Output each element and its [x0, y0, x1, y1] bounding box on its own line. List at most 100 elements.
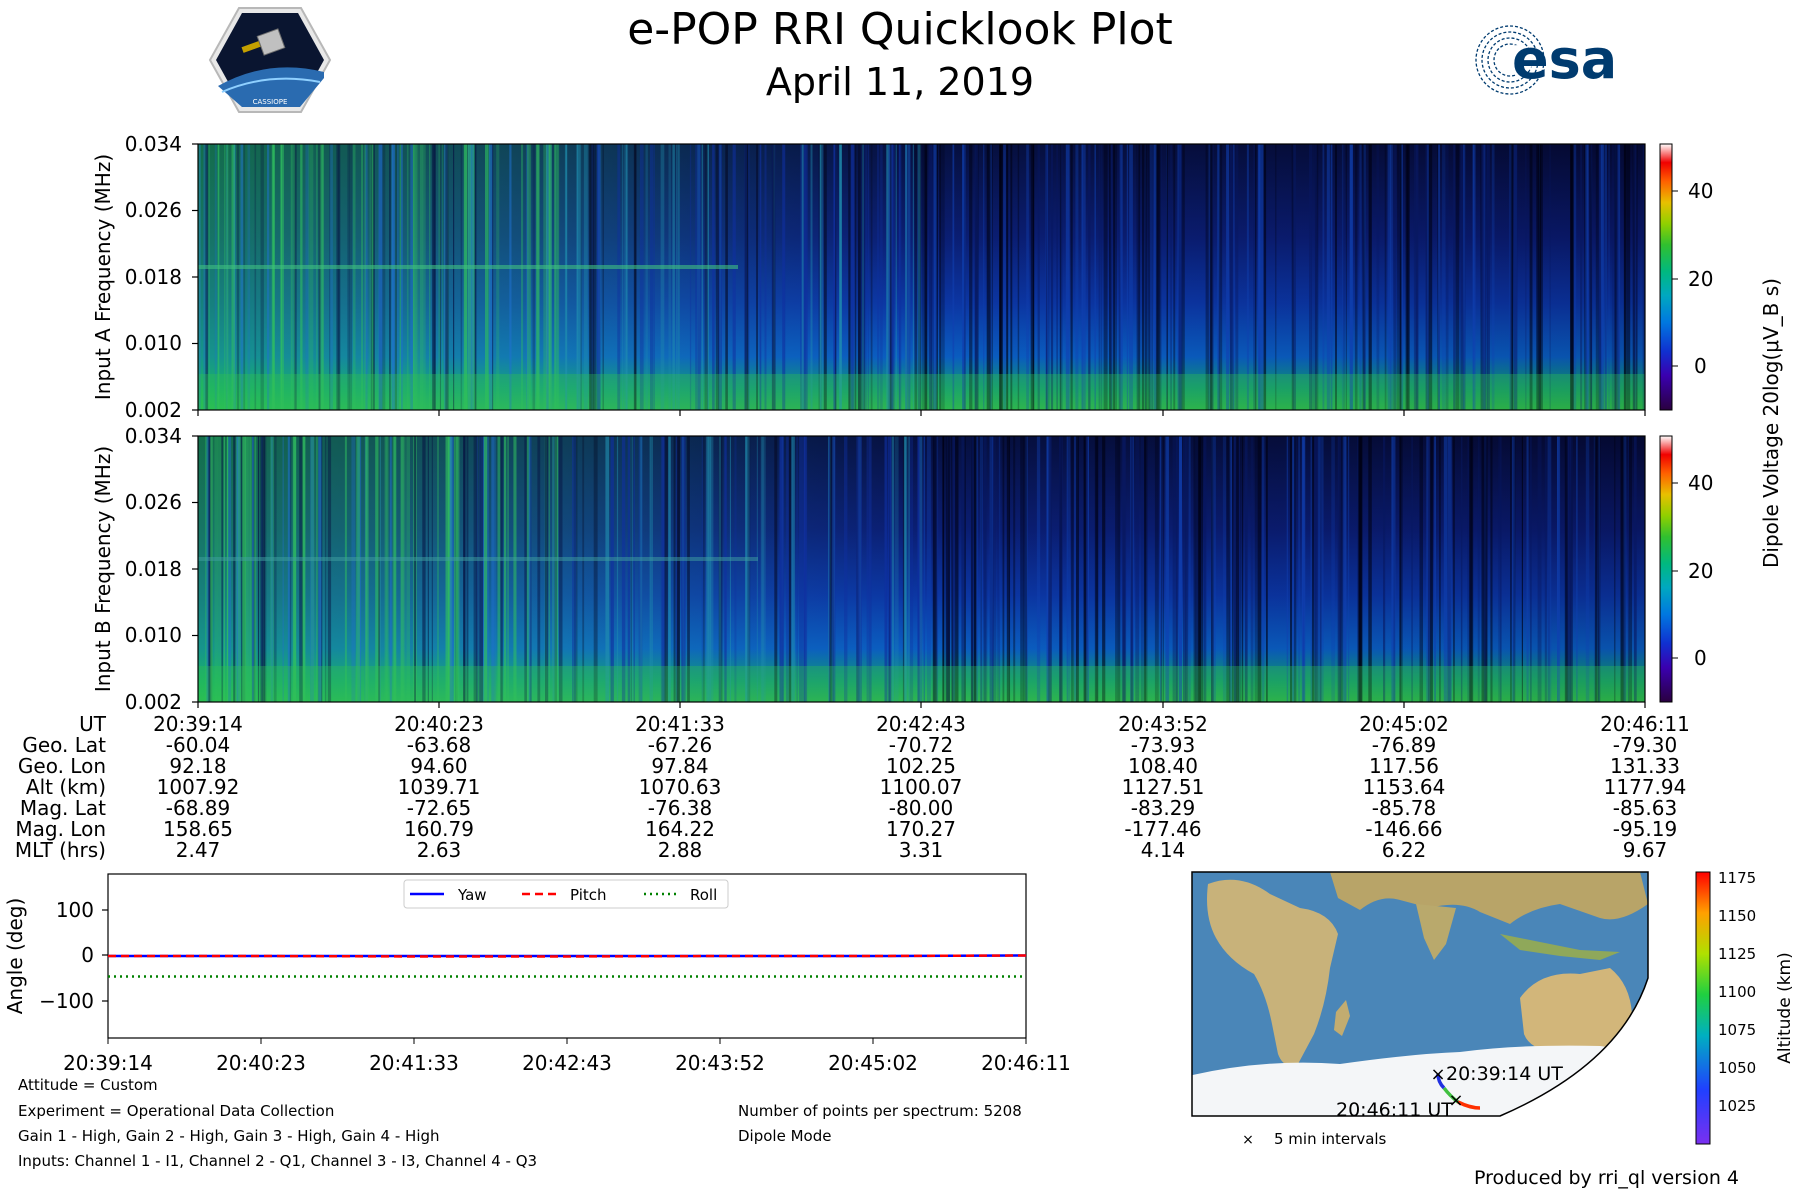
spectrogram-stripe	[1275, 144, 1277, 410]
spectrogram-stripe	[1557, 436, 1561, 702]
spectrogram-stripe	[660, 436, 665, 702]
spectrogram-stripe	[1460, 436, 1463, 702]
spectrogram-stripe	[1632, 144, 1635, 410]
ephemeris-value: -85.78	[1371, 796, 1437, 820]
spectrogram-stripe	[237, 436, 241, 702]
spectrogram-stripe	[1344, 436, 1347, 702]
spectrogram-stripe	[802, 144, 804, 410]
spectrogram-stripe	[529, 436, 532, 702]
esa-logo-text: esa	[1512, 28, 1617, 91]
spectrogram-stripe	[1484, 436, 1487, 702]
spectrogram-stripe	[980, 436, 983, 702]
spectrogram-stripe	[975, 144, 979, 410]
spectrogram-stripe	[432, 144, 436, 410]
spectrogram-stripe	[861, 144, 866, 410]
spectrogram-stripe	[1539, 144, 1543, 410]
spectrogram-stripe	[208, 144, 210, 410]
spectrogram-stripe	[923, 144, 928, 410]
spectrogram-stripe	[621, 436, 626, 702]
spectrogram-stripe	[955, 436, 959, 702]
cassiope-logo-text: CASSIOPE	[253, 98, 288, 106]
spectrogram-stripe	[903, 436, 907, 702]
spectrogram-stripe	[464, 144, 468, 410]
spectrogram-stripe	[1448, 436, 1452, 702]
spectrogram-stripe	[933, 144, 937, 410]
colorbar-tick: 1150	[1718, 907, 1756, 925]
spectrogram-stripe	[453, 144, 455, 410]
spectrogram-stripe	[299, 436, 303, 702]
ytick-label: 0.010	[125, 331, 182, 355]
colorbar-tick: 1050	[1718, 1059, 1756, 1077]
spectrogram-stripe	[1242, 436, 1244, 702]
spectrogram-stripe	[891, 436, 895, 702]
spectrogram-stripe	[468, 144, 472, 410]
spectrogram-stripe	[760, 436, 764, 702]
spectrogram-stripe	[1229, 144, 1233, 410]
spectrogram-stripe	[856, 436, 860, 702]
spectrogram-stripe	[746, 436, 750, 702]
spectrogram-stripe	[1363, 144, 1366, 410]
ephemeris-value: -177.46	[1124, 817, 1202, 841]
spectrogram-stripe	[593, 144, 597, 410]
spectrogram-stripe	[205, 436, 208, 702]
spectrogram-stripe	[1038, 144, 1040, 410]
spectrogram-stripe	[1623, 436, 1626, 702]
spectrogram-stripe	[1257, 436, 1262, 702]
spectrogram-stripe	[895, 144, 897, 410]
spectrogram-stripe	[1155, 144, 1159, 410]
spectrogram-stripe	[1207, 144, 1212, 410]
spectrogram-stripe	[1261, 436, 1265, 702]
spectrogram-stripe	[259, 436, 263, 702]
spectrogram-stripe	[639, 144, 644, 410]
spectrogram-stripe	[941, 144, 945, 410]
spectrogram-stripe	[932, 436, 937, 702]
xtick-label: 20:46:11	[981, 1051, 1071, 1075]
spectrogram-stripe	[1354, 144, 1358, 410]
spectrogram-stripe	[747, 436, 751, 702]
info-mode: Dipole Mode	[738, 1127, 832, 1145]
ytick-label: −100	[39, 989, 94, 1013]
spectrogram-stripe	[198, 144, 201, 410]
spectrogram-stripe	[835, 144, 837, 410]
spectrogram-stripe	[1066, 436, 1068, 702]
spectrogram-stripe	[664, 436, 668, 702]
spectrogram-stripe	[1233, 144, 1235, 410]
spectrogram-stripe	[1571, 436, 1573, 702]
spectrogram-low-band	[198, 374, 1645, 410]
spectrogram-stripe	[208, 436, 212, 702]
spectrogram-stripe	[1321, 436, 1324, 702]
spectrogram-stripe	[475, 436, 479, 702]
spectrogram-stripe	[962, 144, 966, 410]
ephemeris-value: 164.22	[645, 817, 715, 841]
spectrogram-stripe	[1314, 436, 1319, 702]
spectrogram-stripe	[791, 436, 794, 702]
spectrogram-stripe	[1598, 436, 1601, 702]
spectrogram-stripe	[1547, 436, 1550, 702]
spectrogram-stripe	[898, 144, 901, 410]
spectrogram-stripe	[394, 144, 397, 410]
spectrogram-stripe	[933, 436, 936, 702]
spectrogram-stripe	[1194, 436, 1199, 702]
spectrogram-stripe	[1605, 144, 1607, 410]
spectrogram-stripe	[1235, 436, 1239, 702]
spectrogram-stripe	[786, 436, 789, 702]
spectrogram-a-stripes	[198, 144, 1645, 410]
spectrogram-stripe	[857, 144, 861, 410]
xtick-label: 20:45:02	[828, 1051, 918, 1075]
spectrogram-stripe	[1235, 144, 1239, 410]
spectrogram-stripe	[302, 436, 306, 702]
spectrogram-stripe	[556, 436, 559, 702]
spectrogram-stripe	[1203, 436, 1207, 702]
spectrogram-stripe	[1616, 144, 1620, 410]
spectrogram-stripe	[695, 144, 698, 410]
map-land-india	[1416, 904, 1456, 960]
spectrogram-stripe	[207, 436, 212, 702]
spectrogram-stripe	[384, 436, 388, 702]
spectrogram-stripe	[1188, 436, 1191, 702]
spectrogram-stripe	[537, 436, 541, 702]
spectrogram-stripe	[221, 436, 223, 702]
spectrogram-stripe	[668, 144, 671, 410]
ephemeris-value: -76.38	[647, 796, 713, 820]
spectrogram-stripe	[1425, 144, 1429, 410]
spectrogram-stripe	[445, 144, 449, 410]
